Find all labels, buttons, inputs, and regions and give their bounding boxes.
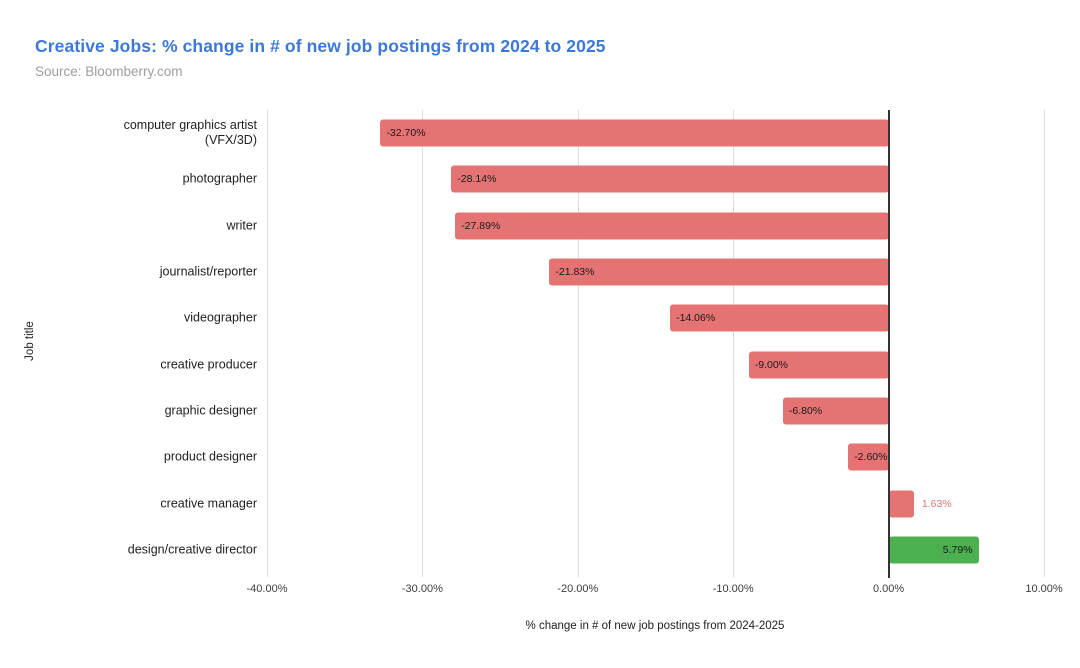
bar[interactable] xyxy=(670,304,889,332)
chart-title: Creative Jobs: % change in # of new job … xyxy=(35,36,606,56)
x-tick-label: -10.00% xyxy=(712,583,754,595)
category-label: videographer xyxy=(184,310,257,325)
bar[interactable] xyxy=(455,212,889,240)
x-tick-label: 0.00% xyxy=(872,583,905,595)
gridline xyxy=(267,110,268,577)
gridline xyxy=(1044,110,1045,577)
category-label: creative manager xyxy=(160,496,257,511)
category-label: design/creative director xyxy=(127,542,257,557)
category-label: computer graphics artist (VFX/3D) xyxy=(123,118,257,148)
category-label: journalist/reporter xyxy=(159,264,257,279)
bar[interactable] xyxy=(888,536,979,564)
zero-baseline xyxy=(887,110,890,578)
bar[interactable] xyxy=(549,258,889,286)
bar-value-label: -6.80% xyxy=(788,404,823,417)
bar-value-label: -21.83% xyxy=(555,266,595,279)
bar-value-label: -9.00% xyxy=(754,358,789,371)
bar-value-label: 1.63% xyxy=(921,497,952,510)
category-label: creative producer xyxy=(160,357,257,372)
category-label: graphic designer xyxy=(164,403,257,418)
bar-value-label: -27.89% xyxy=(461,219,501,232)
gridline xyxy=(577,110,579,577)
y-axis-title: Job title xyxy=(24,321,36,361)
bar[interactable] xyxy=(888,490,914,518)
bar-value-label: -32.70% xyxy=(386,127,426,140)
x-tick-label: -40.00% xyxy=(246,583,288,595)
gridline xyxy=(422,110,424,577)
bar-value-label: -28.14% xyxy=(457,173,497,186)
bar[interactable] xyxy=(782,397,889,425)
chart-subtitle: Source: Bloomberry.com xyxy=(35,64,183,79)
category-label: writer xyxy=(226,218,257,233)
bar-value-label: 5.79% xyxy=(942,543,973,556)
x-tick-label: -30.00% xyxy=(401,583,443,595)
bar[interactable] xyxy=(748,351,889,379)
x-tick-label: -20.00% xyxy=(557,583,599,595)
bar[interactable] xyxy=(380,119,889,147)
bar-value-label: -14.06% xyxy=(676,312,716,325)
category-label: product designer xyxy=(163,449,257,464)
x-axis-title: % change in # of new job postings from 2… xyxy=(525,620,785,632)
x-tick-label: 10.00% xyxy=(1025,583,1063,595)
bar-value-label: -2.60% xyxy=(854,451,888,464)
bar[interactable] xyxy=(848,443,889,471)
category-label: photographer xyxy=(182,171,257,186)
bar[interactable] xyxy=(451,165,889,193)
gridline xyxy=(733,110,735,577)
